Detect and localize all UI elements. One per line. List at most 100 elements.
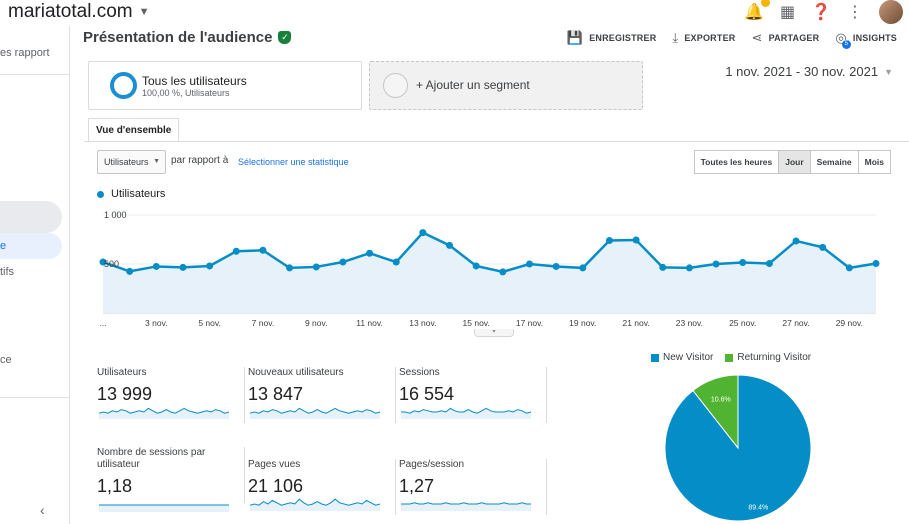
- segment-ring-icon: [110, 72, 137, 99]
- pie-slice-new-visitor[interactable]: [664, 374, 812, 522]
- chart-legend: Utilisateurs: [97, 188, 165, 200]
- data-point[interactable]: [392, 258, 400, 266]
- granularity-toggle: Toutes les heures Jour Semaine Mois: [693, 150, 891, 174]
- x-tick-label: 11 nov.: [356, 318, 383, 328]
- tab-overview[interactable]: Vue d'ensemble: [88, 118, 180, 142]
- page-title-text: Présentation de l'audience: [83, 29, 273, 46]
- bell-icon[interactable]: 🔔: [744, 0, 770, 22]
- data-point[interactable]: [206, 262, 214, 270]
- avatar[interactable]: [879, 0, 903, 24]
- add-segment-button[interactable]: + Ajouter un segment: [369, 61, 643, 110]
- data-point[interactable]: [739, 259, 747, 267]
- card-divider: [546, 367, 547, 423]
- sidebar-item-overview[interactable]: [0, 233, 62, 259]
- data-point[interactable]: [552, 262, 560, 270]
- data-point[interactable]: [792, 237, 800, 245]
- sparkline-area: [99, 505, 229, 512]
- data-point[interactable]: [419, 229, 427, 237]
- data-point[interactable]: [685, 264, 693, 272]
- x-tick-label: 15 nov.: [463, 318, 490, 328]
- data-point[interactable]: [605, 236, 613, 244]
- data-point[interactable]: [152, 262, 160, 270]
- data-point[interactable]: [286, 264, 294, 272]
- metric-card[interactable]: Nouveaux utilisateurs 13 847: [248, 367, 396, 427]
- visitor-pie-chart[interactable]: 10.6% 89.4%: [660, 372, 820, 524]
- legend-swatch-new: [651, 353, 659, 362]
- sidebar-item-conversions[interactable]: ce: [0, 354, 12, 366]
- export-label: EXPORTER: [684, 33, 736, 43]
- top-bar: mariatotal.com ▼ 🔔 ▦ ❓ ⋮: [0, 0, 909, 26]
- share-button[interactable]: ⋖ PARTAGER: [751, 30, 819, 46]
- data-point[interactable]: [472, 262, 480, 270]
- export-button[interactable]: ⤓ EXPORTER: [672, 30, 735, 46]
- metric-card[interactable]: Sessions 16 554: [399, 367, 547, 427]
- granularity-month[interactable]: Mois: [857, 150, 891, 174]
- property-selector[interactable]: mariatotal.com ▼: [8, 1, 150, 23]
- data-point[interactable]: [845, 264, 853, 272]
- sparkline-line: [401, 502, 531, 505]
- data-point[interactable]: [872, 260, 880, 268]
- apps-grid-icon[interactable]: ▦: [779, 4, 796, 21]
- data-point[interactable]: [819, 243, 827, 251]
- data-point[interactable]: [579, 264, 587, 272]
- empty-segment-icon: [383, 73, 408, 98]
- insights-label: INSIGHTS: [852, 33, 897, 43]
- sidebar-item-objectives[interactable]: tifs: [0, 266, 15, 278]
- metric-name: Nouveaux utilisateurs: [248, 367, 344, 378]
- granularity-week[interactable]: Semaine: [809, 150, 859, 174]
- data-point[interactable]: [312, 263, 320, 271]
- sidebar-item-reports[interactable]: es rapport: [0, 47, 50, 59]
- save-button[interactable]: 💾 ENREGISTRER: [567, 30, 657, 46]
- x-tick-label: 27 nov.: [782, 318, 809, 328]
- collapse-sidebar-icon[interactable]: ‹: [40, 502, 45, 518]
- data-point[interactable]: [366, 249, 374, 257]
- sparkline-area: [401, 408, 531, 419]
- sparkline-area: [401, 502, 531, 511]
- pie-legend: New Visitor Returning Visitor: [651, 352, 811, 363]
- data-point[interactable]: [446, 241, 454, 249]
- insights-button[interactable]: ◎ 5 INSIGHTS: [835, 30, 897, 49]
- data-point[interactable]: [339, 258, 347, 266]
- data-point[interactable]: [232, 247, 240, 255]
- metric-value: 21 106: [248, 476, 304, 496]
- data-point[interactable]: [259, 246, 267, 254]
- x-tick-label: 9 nov.: [305, 318, 328, 328]
- select-statistic-link[interactable]: Sélectionner une statistique: [238, 157, 349, 167]
- sidebar: es rapport e tifs ce ‹: [0, 26, 70, 524]
- x-tick-label: 19 nov.: [569, 318, 596, 328]
- data-point[interactable]: [126, 267, 134, 275]
- data-point[interactable]: [179, 263, 187, 271]
- segment-all-users[interactable]: Tous les utilisateurs 100,00 %, Utilisat…: [88, 61, 362, 110]
- report-actions: 💾 ENREGISTRER ⤓ EXPORTER ⋖ PARTAGER ◎ 5 I…: [567, 30, 897, 49]
- compare-label: par rapport à: [171, 155, 229, 166]
- sparkline-line: [401, 407, 532, 414]
- data-point[interactable]: [712, 260, 720, 268]
- metric-card[interactable]: Pages vues 21 106: [248, 459, 396, 519]
- sparkline-line: [249, 407, 381, 414]
- data-point[interactable]: [765, 260, 773, 268]
- metric-select[interactable]: Utilisateurs ▼: [97, 150, 166, 174]
- granularity-day[interactable]: Jour: [778, 150, 811, 174]
- data-point[interactable]: [499, 268, 507, 276]
- sidebar-item-audience[interactable]: [0, 201, 62, 233]
- x-tick-label: 3 nov.: [145, 318, 168, 328]
- metric-name: Utilisateurs: [97, 367, 147, 378]
- card-divider: [244, 447, 245, 503]
- chart-resize-handle[interactable]: ▾: [474, 329, 514, 337]
- more-vert-icon[interactable]: ⋮: [847, 4, 863, 21]
- metric-card[interactable]: Nombre de sessions par utilisateur 1,18: [97, 447, 245, 512]
- data-point[interactable]: [659, 263, 667, 271]
- metric-name: Nombre de sessions par utilisateur: [97, 447, 206, 470]
- date-range-picker[interactable]: 1 nov. 2021 - 30 nov. 2021 ▼: [725, 64, 893, 79]
- legend-swatch-returning: [725, 353, 734, 362]
- data-point[interactable]: [99, 258, 107, 266]
- help-icon[interactable]: ❓: [811, 4, 831, 21]
- metric-card[interactable]: Utilisateurs 13 999: [97, 367, 245, 427]
- legend-new-label: New Visitor: [663, 352, 714, 363]
- data-point[interactable]: [632, 236, 640, 244]
- metric-card[interactable]: Pages/session 1,27: [399, 459, 547, 519]
- data-point[interactable]: [525, 260, 533, 268]
- users-line-chart[interactable]: 1 000 500... 3 nov. 5 nov. 7 nov. 9 nov. 11 no…: [90, 205, 890, 330]
- share-label: PARTAGER: [768, 33, 820, 43]
- granularity-hourly[interactable]: Toutes les heures: [693, 150, 780, 174]
